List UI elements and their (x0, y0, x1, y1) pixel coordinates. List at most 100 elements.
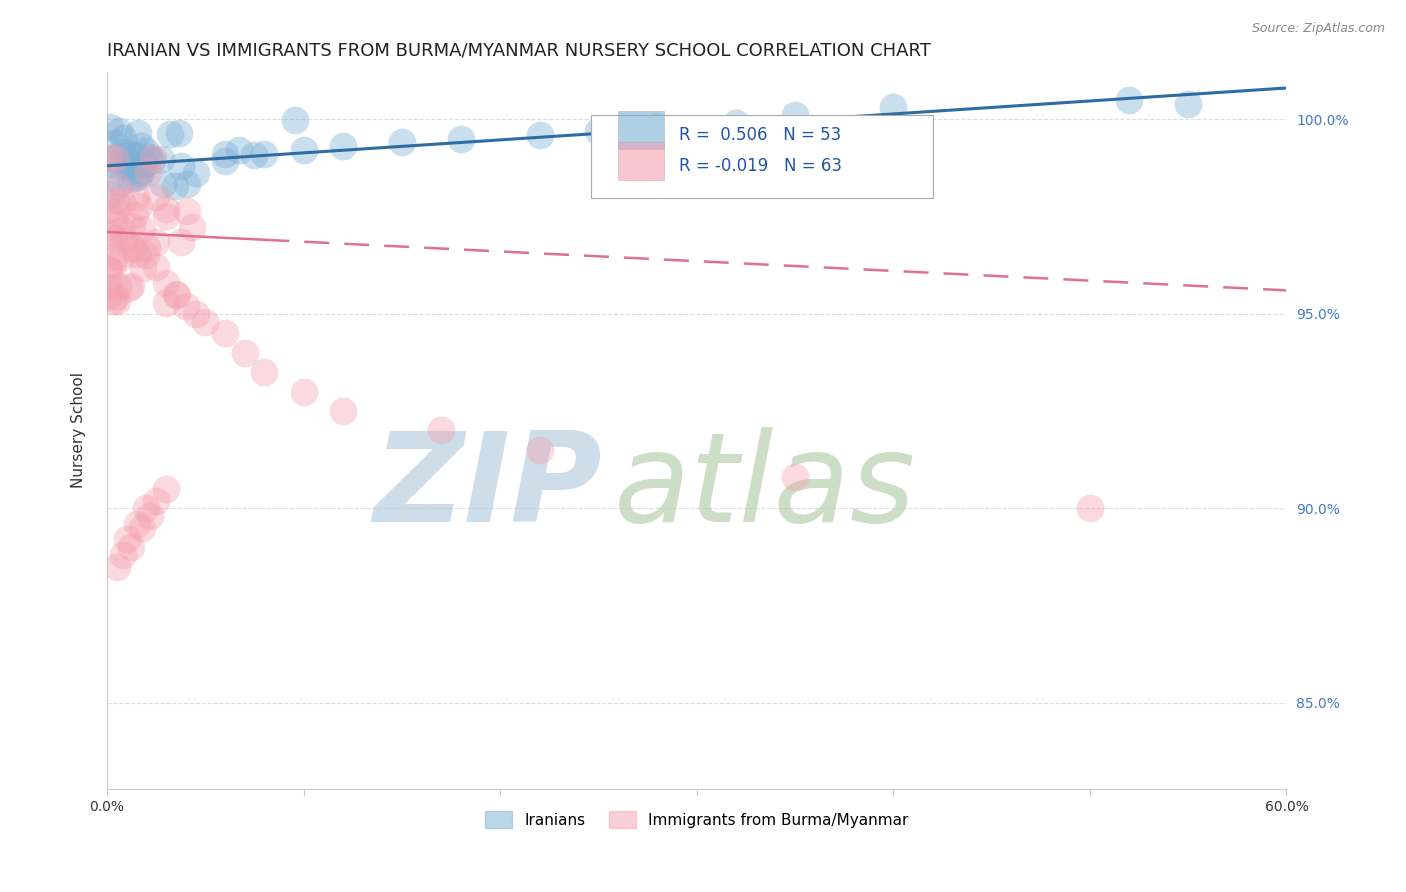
Point (105, 293, 128, 308)
Point (139, 509, 162, 524)
Point (233, 345, 256, 359)
Point (243, 148, 266, 162)
Point (181, 219, 204, 234)
Point (141, 153, 163, 168)
Point (103, 214, 125, 228)
FancyBboxPatch shape (591, 115, 932, 198)
Point (108, 124, 131, 138)
Point (1177, 96, 1199, 111)
Point (104, 151, 127, 165)
Point (1118, 93, 1140, 107)
Point (132, 158, 155, 172)
Point (125, 189, 148, 203)
Point (165, 287, 187, 301)
Text: R =  0.506   N = 53: R = 0.506 N = 53 (679, 126, 841, 144)
Point (184, 307, 207, 321)
Point (125, 516, 148, 531)
Point (450, 131, 472, 145)
Point (292, 143, 315, 157)
Point (135, 240, 157, 254)
Point (194, 314, 217, 328)
Point (98, 151, 121, 165)
Point (110, 250, 132, 264)
Point (155, 210, 177, 224)
Point (98, 263, 121, 277)
Point (131, 260, 153, 275)
Point (529, 442, 551, 457)
Point (150, 152, 173, 166)
Text: Source: ZipAtlas.com: Source: ZipAtlas.com (1251, 22, 1385, 36)
Point (228, 143, 250, 157)
Point (159, 127, 181, 141)
Point (214, 153, 236, 168)
Point (145, 190, 167, 204)
Point (105, 204, 128, 219)
Point (112, 149, 135, 163)
Point (152, 177, 174, 191)
Point (174, 299, 197, 313)
Point (145, 493, 167, 508)
Point (100, 120, 122, 134)
Point (111, 145, 134, 159)
Point (107, 279, 129, 293)
Point (124, 171, 146, 186)
Point (129, 139, 152, 153)
Point (112, 232, 135, 246)
Point (1078, 501, 1101, 516)
Point (127, 246, 149, 260)
Point (176, 177, 198, 191)
Point (155, 202, 177, 216)
Point (98, 288, 121, 302)
Point (292, 384, 315, 399)
Y-axis label: Nursery School: Nursery School (72, 373, 86, 489)
Text: ZIP: ZIP (374, 427, 602, 549)
Point (98, 280, 121, 294)
Point (145, 235, 167, 249)
Point (100, 186, 122, 201)
Point (104, 194, 127, 208)
Point (176, 204, 198, 219)
Text: IRANIAN VS IMMIGRANTS FROM BURMA/MYANMAR NURSERY SCHOOL CORRELATION CHART: IRANIAN VS IMMIGRANTS FROM BURMA/MYANMAR… (107, 42, 931, 60)
Point (118, 158, 141, 172)
Point (103, 250, 125, 264)
Point (110, 195, 132, 210)
Point (98, 151, 121, 165)
Point (128, 169, 150, 183)
Point (430, 424, 453, 438)
Point (108, 176, 131, 190)
Point (783, 470, 806, 484)
Point (155, 295, 177, 310)
Point (129, 166, 152, 180)
Point (100, 157, 122, 171)
Point (98, 263, 121, 277)
Point (136, 165, 159, 179)
Point (103, 136, 125, 150)
Point (131, 521, 153, 535)
Point (725, 116, 748, 130)
Point (647, 120, 669, 134)
Point (121, 219, 143, 233)
Point (101, 258, 124, 272)
Text: R = -0.019   N = 63: R = -0.019 N = 63 (679, 156, 842, 175)
Point (169, 235, 191, 249)
Point (391, 136, 413, 150)
Point (122, 242, 145, 256)
Point (98, 203, 121, 218)
Point (120, 240, 142, 254)
Point (98, 225, 121, 239)
Point (253, 365, 276, 379)
Point (120, 540, 142, 554)
Point (332, 404, 354, 418)
Point (111, 223, 134, 237)
Point (134, 157, 156, 171)
Point (118, 281, 141, 295)
Point (107, 160, 129, 174)
Point (588, 124, 610, 138)
Point (214, 147, 236, 161)
Point (114, 158, 136, 172)
Point (107, 178, 129, 193)
Point (138, 150, 160, 164)
Point (155, 276, 177, 290)
Point (135, 144, 157, 158)
Point (105, 559, 128, 574)
